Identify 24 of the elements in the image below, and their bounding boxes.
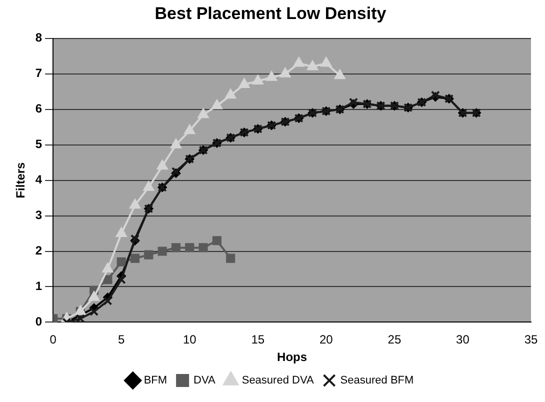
x-tick-label: 30 <box>456 332 470 347</box>
legend-label: Seasured BFM <box>340 374 414 387</box>
chart-title: Best Placement Low Density <box>154 4 387 23</box>
y-tick-label: 3 <box>35 208 42 222</box>
x-tick-label: 25 <box>388 332 402 347</box>
legend-label: BFM <box>144 374 168 387</box>
x-tick-label: 20 <box>319 332 334 347</box>
y-tick-label: 6 <box>35 102 42 116</box>
x-tick-label: 0 <box>50 332 57 347</box>
x-tick-label: 5 <box>118 332 126 347</box>
y-tick-label: 1 <box>35 279 42 294</box>
y-tick-label: 5 <box>35 137 42 152</box>
y-tick-label: 4 <box>35 172 42 187</box>
x-axis-title: Hops <box>277 350 308 364</box>
legend-label: DVA <box>194 374 216 387</box>
y-axis-title: Filters <box>14 162 28 198</box>
y-tick-label: 2 <box>35 244 42 258</box>
y-tick-label: 0 <box>35 314 42 329</box>
y-tick-label: 7 <box>35 66 42 80</box>
x-tick-label: 10 <box>182 332 197 347</box>
x-tick-label: 35 <box>524 332 538 347</box>
x-tick-label: 15 <box>251 332 265 347</box>
y-tick-label: 8 <box>35 30 42 45</box>
legend-label: Seasured DVA <box>242 374 314 387</box>
